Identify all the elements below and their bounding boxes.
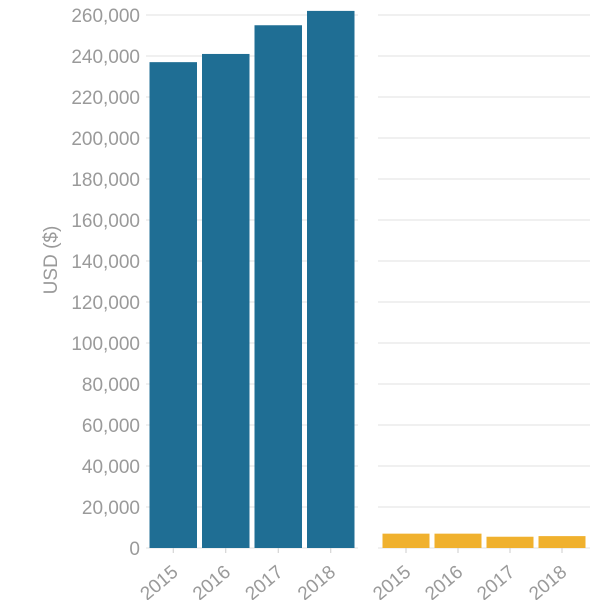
bar — [434, 533, 482, 548]
y-tick-label: 180,000 — [71, 170, 140, 191]
bar — [254, 25, 302, 548]
y-tick-label: 260,000 — [71, 6, 140, 27]
y-tick-label: 0 — [129, 539, 140, 560]
x-tick-label: 2016 — [421, 562, 467, 600]
bars — [149, 10, 586, 549]
y-tick-label: 240,000 — [71, 47, 140, 68]
y-tick-label: 200,000 — [71, 129, 140, 150]
y-tick-label: 160,000 — [71, 211, 140, 232]
x-tick-label: 2015 — [369, 562, 415, 600]
y-tick-label: 80,000 — [82, 375, 140, 396]
bar — [202, 53, 250, 548]
bar — [149, 62, 197, 549]
bar — [382, 533, 430, 548]
x-tick-label: 2017 — [242, 562, 288, 600]
bar — [307, 10, 355, 548]
y-axis: 0 20,000 40,000 60,000 80,000 100,000 120,000 1… — [71, 6, 140, 560]
y-tick-label: 40,000 — [82, 457, 140, 478]
x-tick-label: 2018 — [294, 562, 340, 600]
y-tick-label: 140,000 — [71, 252, 140, 273]
y-tick-label: 120,000 — [71, 293, 140, 314]
bar — [538, 536, 586, 548]
y-tick-label: 20,000 — [82, 498, 140, 519]
bar — [486, 536, 534, 548]
x-tick-label: 2016 — [189, 562, 235, 600]
x-tick-label: 2018 — [525, 562, 571, 600]
y-axis-title: USD ($) — [41, 226, 62, 295]
x-tick-label: 2015 — [137, 562, 183, 600]
x-axis: 2015 2016 2017 2018 2015 2016 2017 2018 — [137, 548, 571, 600]
y-tick-label: 220,000 — [71, 88, 140, 109]
y-tick-label: 60,000 — [82, 416, 140, 437]
x-tick-label: 2017 — [473, 562, 519, 600]
y-tick-label: 100,000 — [71, 334, 140, 355]
